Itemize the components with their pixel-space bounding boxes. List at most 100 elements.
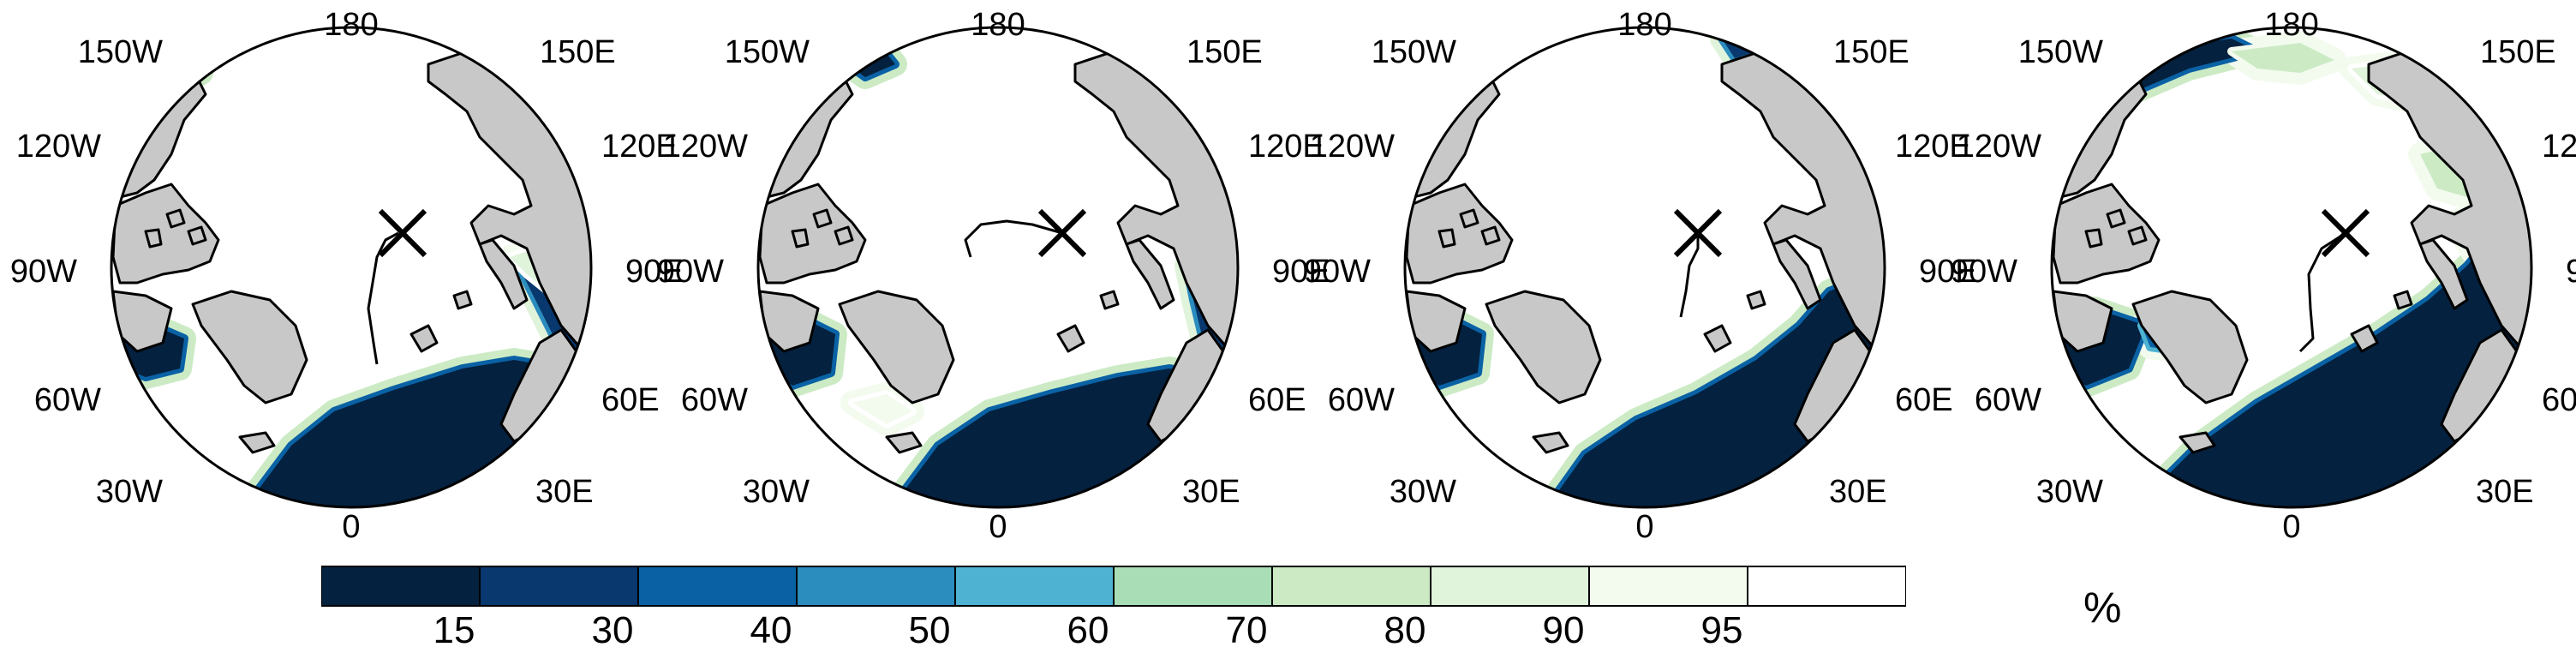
colorbar-tick-label: 70 [1225, 609, 1268, 651]
polar-map-1 [110, 26, 593, 509]
longitude-label-60E: 60E [1895, 382, 1953, 418]
longitude-label-150W: 150W [724, 34, 810, 70]
colorbar-tick-label: 50 [908, 609, 951, 651]
station-marker-x [1037, 208, 1087, 258]
land-mass [538, 75, 559, 98]
land-mass [2418, 238, 2469, 310]
land-mass [2084, 228, 2103, 249]
station-marker-x [378, 208, 427, 258]
longitude-label-180: 180 [324, 7, 379, 43]
colorbar-segment-1 [321, 566, 481, 607]
colorbar-tick-label: 30 [591, 609, 634, 651]
longitude-label-60W: 60W [680, 382, 748, 418]
longitude-label-150W: 150W [1371, 34, 1456, 70]
drift-track [1679, 233, 1700, 318]
map-panel-4: 180 150E 120E 90E 60E 30E 0 30W 60W 90W 120W 150W [1951, 0, 2576, 543]
longitude-label-120W: 120W [1956, 129, 2041, 165]
colorbar-tick-label: 80 [1384, 609, 1426, 651]
land-mass [478, 238, 529, 310]
low-concentration-area [762, 103, 797, 141]
colorbar-tick-label: 60 [1067, 609, 1109, 651]
longitude-label-120W: 120W [1309, 129, 1395, 165]
colorbar-segment-4 [796, 566, 956, 607]
longitude-label-150W: 150W [77, 34, 163, 70]
longitude-label-60E: 60E [1248, 382, 1306, 418]
land-mass [838, 290, 955, 404]
longitude-label-120E: 120E [1895, 129, 1971, 165]
land-mass [409, 324, 439, 353]
longitude-label-30E: 30E [1182, 474, 1240, 510]
longitude-label-0: 0 [989, 509, 1007, 545]
colorbar-tick-label: 40 [750, 609, 792, 651]
map-boundary [2050, 26, 2533, 509]
longitude-label-30E: 30E [535, 474, 594, 510]
polar-map-2 [756, 26, 1240, 509]
longitude-label-30W: 30W [95, 474, 163, 510]
map-boundary [110, 26, 593, 509]
land-mass [834, 225, 854, 246]
low-concentration-area [852, 394, 912, 424]
longitude-label-90W: 90W [1303, 254, 1371, 290]
land-mass [1532, 431, 1569, 454]
low-concentration-area [163, 51, 201, 86]
land-mass [2106, 208, 2126, 229]
land-mass [238, 431, 276, 454]
longitude-label-30E: 30E [1829, 474, 1887, 510]
longitude-label-120E: 120E [2542, 129, 2576, 165]
map-panel-3: 180 150E 120E 90E 60E 30E 0 30W 60W 90W 120W 150W [1304, 0, 1977, 543]
longitude-label-30W: 30W [1389, 474, 1456, 510]
colorbar-segment-8 [1430, 566, 1590, 607]
longitude-label-0: 0 [2282, 509, 2301, 545]
land-mass [1405, 183, 1514, 285]
colorbar-segment-5 [954, 566, 1115, 607]
longitude-label-60W: 60W [1327, 382, 1395, 418]
land-mass [1099, 290, 1120, 310]
station-marker-x [2321, 208, 2370, 258]
longitude-label-150E: 150E [540, 34, 616, 70]
colorbar-segment-6 [1113, 566, 1273, 607]
colorbar [321, 566, 1906, 607]
land-mass [1056, 324, 1085, 353]
longitude-label-120W: 120W [15, 129, 101, 165]
land-mass [111, 183, 220, 285]
drift-track [367, 231, 399, 365]
land-mass [885, 431, 923, 454]
longitude-label-0: 0 [1635, 509, 1654, 545]
colorbar-tick-label: 90 [1542, 609, 1585, 651]
station-marker-x [1673, 208, 1723, 258]
concentration-halo [151, 39, 213, 98]
longitude-label-90E: 90E [2566, 254, 2576, 290]
land-mass [1772, 238, 1822, 310]
land-mass [1746, 290, 1766, 310]
colorbar-segment-3 [637, 566, 798, 607]
colorbar-segment-9 [1588, 566, 1748, 607]
longitude-label-60E: 60E [2542, 382, 2576, 418]
land-mass [1480, 225, 1501, 246]
longitude-label-180: 180 [2264, 7, 2319, 43]
longitude-label-150E: 150E [1833, 34, 1910, 70]
colorbar-segment-7 [1271, 566, 1431, 607]
land-mass [1832, 75, 1852, 98]
land-mass [2393, 290, 2413, 310]
polar-map-3 [1403, 26, 1886, 509]
land-mass [758, 183, 867, 285]
land-mass [1437, 228, 1456, 249]
land-mass [2127, 225, 2148, 246]
land-mass [1459, 208, 1479, 229]
longitude-label-90E: 90E [625, 254, 684, 290]
longitude-label-90W: 90W [656, 254, 724, 290]
concentration-band [758, 99, 801, 146]
land-mass [191, 290, 308, 404]
longitude-label-90E: 90E [1272, 254, 1330, 290]
longitude-label-180: 180 [971, 7, 1025, 43]
longitude-label-120E: 120E [1248, 129, 1324, 165]
land-mass [1125, 238, 1175, 310]
longitude-label-180: 180 [1617, 7, 1672, 43]
longitude-label-60W: 60W [33, 382, 101, 418]
longitude-label-30W: 30W [2035, 474, 2103, 510]
drift-track [2298, 231, 2346, 353]
colorbar-segment-2 [479, 566, 639, 607]
land-mass [187, 225, 207, 246]
land-mass [144, 228, 163, 249]
longitude-label-150E: 150E [1186, 34, 1263, 70]
